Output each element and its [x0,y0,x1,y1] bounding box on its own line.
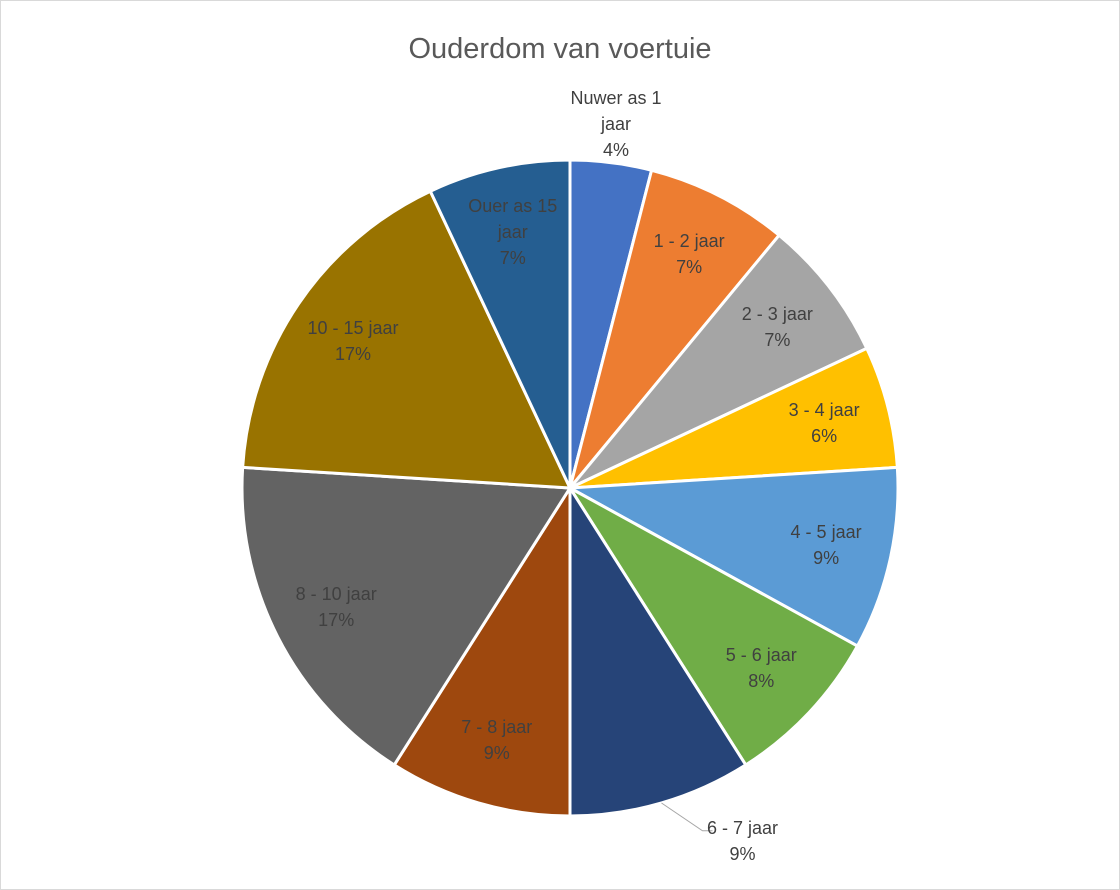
pie-slice [568,233,869,490]
leader-line [661,802,713,832]
slice-name: 2 - 3 jaar [741,304,813,325]
slice-value: 7% [676,257,703,278]
pie-slice [428,158,572,489]
data-label: 6 - 7 jaar 9% [682,815,802,867]
data-label: 2 - 3 jaar 7% [717,301,837,353]
slice-name: 3 - 4 jaar [788,399,860,420]
slice-value: 9% [729,843,756,864]
slice-name: 4 - 5 jaar [790,522,862,543]
slice-name: 1 - 2 jaar [653,231,725,252]
slice-value: 7% [499,247,526,268]
data-label: Nuwer as 1 jaar 4% [556,85,676,163]
slice-value: 9% [483,742,510,763]
data-label: 7 - 8 jaar 9% [437,714,557,766]
slice-name: Nuwer as 1 jaar [570,87,662,134]
slice-value: 8% [748,670,775,691]
slice-name: Ouer as 15 jaar [468,195,558,242]
pie-slice [392,482,572,818]
data-label: 5 - 6 jaar 8% [701,642,821,694]
slice-name: 8 - 10 jaar [295,584,377,605]
pie-slice [564,465,900,649]
pie-slice [241,189,573,490]
slice-value: 9% [813,548,840,569]
slice-name: 7 - 8 jaar [461,716,533,737]
data-label: 8 - 10 jaar 17% [276,581,396,633]
slice-name: 10 - 15 jaar [307,317,399,338]
pie-slice [568,482,748,818]
data-label: 4 - 5 jaar 9% [766,519,886,571]
pie-slice [568,486,860,768]
data-label: 3 - 4 jaar 6% [764,397,884,449]
slice-value: 7% [764,330,791,351]
data-label: 10 - 15 jaar 17% [293,315,413,367]
slice-name: 5 - 6 jaar [725,644,797,665]
pie-slice [240,465,573,768]
slice-value: 6% [811,425,838,446]
chart-title: Ouderdom van voertuie [408,33,712,65]
slice-value: 17% [334,343,371,364]
slice-value: 4% [603,139,630,160]
pie-slice [568,168,782,489]
pie-slice [569,346,899,490]
slice-value: 17% [318,610,355,631]
slice-name: 6 - 7 jaar [706,817,778,838]
data-label: 1 - 2 jaar 7% [629,228,749,280]
data-label: Ouer as 15 jaar 7% [453,193,573,271]
